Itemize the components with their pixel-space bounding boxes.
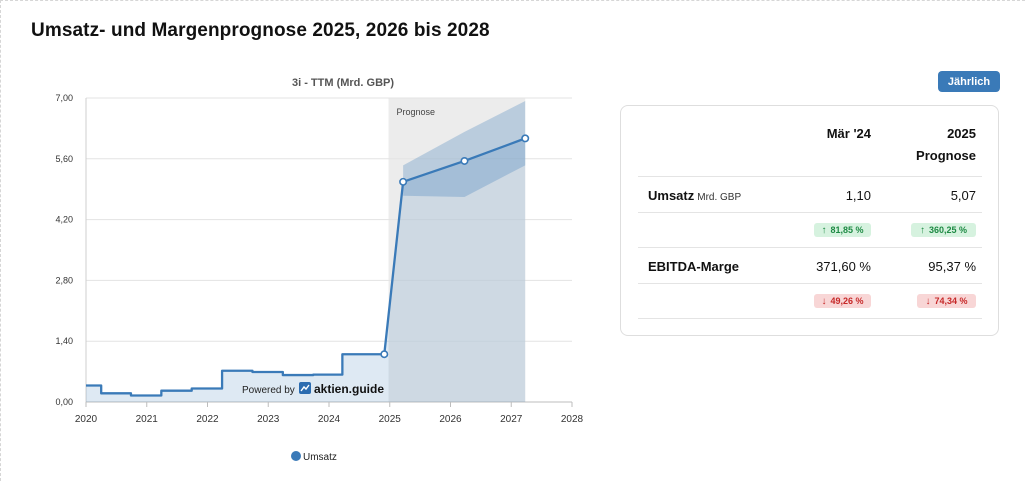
y-tick-label: 5,60	[55, 154, 73, 164]
y-tick-label: 0,00	[55, 397, 73, 407]
change-badge-text: 81,85 %	[830, 225, 864, 235]
x-tick-label: 2027	[500, 414, 523, 425]
legend-label: Umsatz	[303, 452, 337, 463]
table-cell: 1,10	[845, 188, 871, 203]
table-cell: 371,60 %	[816, 259, 871, 274]
forecast-band	[403, 101, 526, 198]
x-tick-label: 2024	[318, 414, 341, 425]
table-divider	[638, 283, 982, 284]
x-tick-label: 2020	[75, 414, 98, 425]
table-divider	[638, 176, 982, 177]
row-unit: Mrd. GBP	[697, 192, 742, 203]
y-tick-label: 4,20	[55, 215, 73, 225]
x-tick-label: 2022	[196, 414, 219, 425]
change-badge-up: ↑ 360,25 %	[911, 223, 976, 237]
frame-border-top	[0, 0, 1025, 1]
row-label-text: EBITDA-Marge	[648, 259, 740, 274]
change-badge-up: ↑ 81,85 %	[814, 223, 871, 237]
table-cell: 95,37 %	[928, 259, 976, 274]
page-title: Umsatz- und Margenprognose 2025, 2026 bi…	[31, 20, 490, 41]
arrow-up-icon: ↑	[919, 224, 925, 236]
x-tick-label: 2026	[439, 414, 462, 425]
column-header-forecast-year: 2025	[947, 126, 976, 141]
watermark-brand: aktien.guide	[314, 382, 384, 396]
change-badge-text: 360,25 %	[928, 225, 968, 235]
x-tick-label: 2028	[561, 414, 584, 425]
logo-trend-mark	[300, 384, 310, 392]
change-badge-text: 74,34 %	[934, 296, 968, 306]
forecast-region-label: Prognose	[397, 107, 436, 117]
forecast-table: Mär '24 2025 Prognose Umsatz Mrd. GBP 1,1…	[620, 105, 999, 336]
aktien-guide-logo-icon	[299, 382, 311, 394]
arrow-up-icon: ↑	[821, 224, 827, 236]
frame-border-left	[0, 0, 1, 481]
chart-title: 3i - TTM (Mrd. GBP)	[292, 77, 394, 89]
umsatz-area	[86, 138, 526, 403]
row-label-ebitda-marge: EBITDA-Marge	[648, 259, 742, 274]
legend-marker	[291, 451, 301, 461]
revenue-chart: 3i - TTM (Mrd. GBP) Prognose 0,00 1,40 2,80 4…	[55, 77, 584, 463]
forecast-region	[388, 98, 526, 402]
table-cell: 5,07	[950, 188, 976, 203]
data-point	[399, 177, 408, 186]
watermark-prefix: Powered by	[242, 385, 295, 396]
row-label-text: Umsatz	[648, 188, 695, 203]
period-toggle-button[interactable]: Jährlich	[938, 71, 1000, 92]
x-tick-label: 2023	[257, 414, 280, 425]
x-tick-label: 2021	[136, 414, 159, 425]
table-divider	[638, 247, 982, 248]
data-point	[380, 350, 389, 359]
column-header-forecast-label: Prognose	[916, 148, 976, 163]
change-badge-text: 49,26 %	[830, 296, 864, 306]
arrow-down-icon: ↓	[821, 295, 827, 307]
row-label-umsatz: Umsatz Mrd. GBP	[648, 188, 741, 203]
change-badge-down: ↓ 74,34 %	[917, 294, 976, 308]
arrow-down-icon: ↓	[925, 295, 931, 307]
table-divider	[638, 212, 982, 213]
y-tick-label: 1,40	[55, 336, 73, 346]
column-header-current: Mär '24	[826, 126, 871, 141]
y-tick-label: 7,00	[55, 93, 73, 103]
y-tick-label: 2,80	[55, 275, 73, 285]
umsatz-line	[86, 137, 526, 397]
table-divider	[638, 318, 982, 319]
data-point	[460, 156, 469, 165]
x-tick-label: 2025	[379, 414, 402, 425]
data-point	[521, 134, 530, 143]
change-badge-down: ↓ 49,26 %	[814, 294, 871, 308]
